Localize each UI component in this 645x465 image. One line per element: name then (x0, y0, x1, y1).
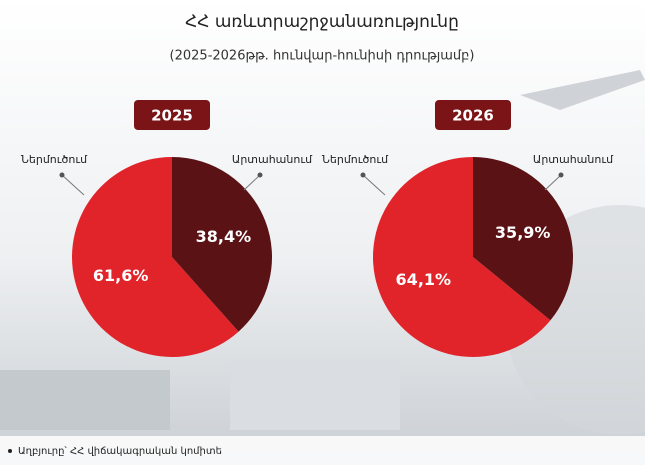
leader-line (544, 174, 562, 191)
title: ՀՀ առևտրաշրջանառությունը (185, 12, 459, 32)
subtitle: (2025-2026թթ. հունվար-հունիսի դրությամբ) (170, 49, 475, 64)
pie-slice (473, 157, 573, 321)
leader-line (61, 174, 85, 196)
category-label: Ներմուծում (21, 153, 88, 166)
pie-slice (72, 157, 239, 357)
plane-decoration (520, 70, 645, 110)
category-label: Արտահանում (533, 153, 614, 166)
value-label: 35,9% (495, 223, 551, 242)
value-label: 61,6% (93, 266, 149, 285)
source: Աղբյուրը՝ ՀՀ վիճակագրական կոմիտե (18, 445, 222, 457)
year-label: 2025 (151, 107, 193, 125)
leader-dot (59, 172, 65, 178)
ship-decoration (0, 370, 170, 430)
leader-line (243, 174, 261, 191)
leader-dot (558, 172, 564, 178)
leader-dot (360, 172, 366, 178)
leader-line (362, 174, 386, 196)
bullet (8, 449, 12, 453)
category-label: Արտահանում (232, 153, 313, 166)
truck-decoration (230, 360, 400, 430)
year-label: 2026 (452, 107, 494, 125)
pie-slice (372, 157, 551, 357)
year-badge (435, 100, 511, 130)
value-label: 38,4% (196, 227, 252, 246)
category-label: Ներմուծում (322, 153, 389, 166)
pie-slice (172, 157, 272, 332)
value-label: 64,1% (396, 270, 452, 289)
leader-dot (257, 172, 263, 178)
footer-band (0, 436, 645, 465)
year-badge (134, 100, 210, 130)
